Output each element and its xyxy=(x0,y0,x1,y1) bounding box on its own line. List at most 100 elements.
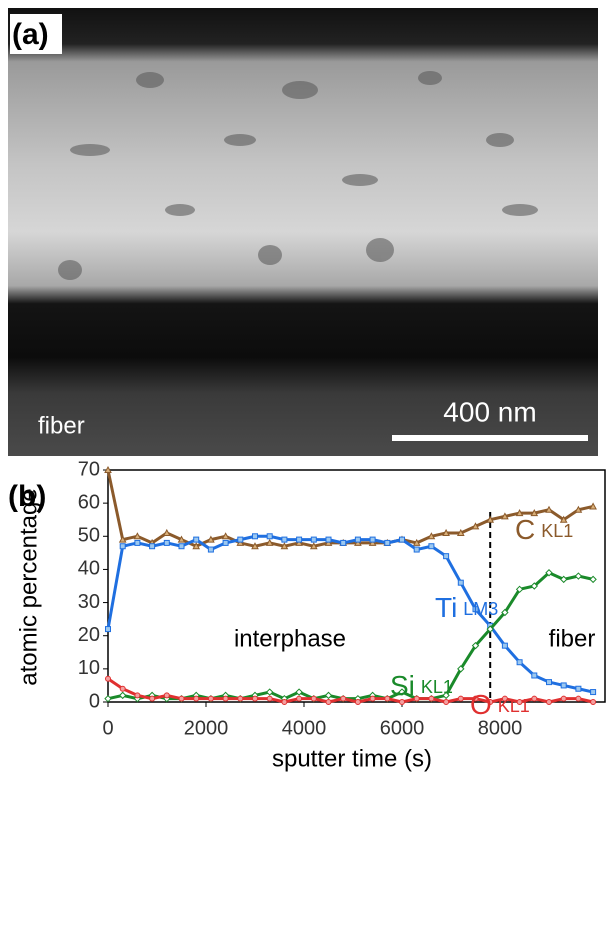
marker xyxy=(412,538,421,546)
marker xyxy=(457,665,465,673)
marker xyxy=(105,626,111,633)
marker xyxy=(428,695,435,702)
marker xyxy=(442,528,450,536)
y-tick-label: 50 xyxy=(78,525,100,547)
y-tick-label: 10 xyxy=(78,657,100,679)
marker xyxy=(427,532,436,540)
marker xyxy=(399,536,405,543)
marker xyxy=(384,695,391,702)
marker xyxy=(501,642,508,649)
marker xyxy=(251,542,259,550)
marker xyxy=(134,539,141,546)
marker xyxy=(193,695,200,702)
x-tick-label: 6000 xyxy=(380,717,425,739)
marker xyxy=(177,535,186,543)
marker xyxy=(443,699,450,705)
series-subscript: LM3 xyxy=(463,599,498,619)
marker xyxy=(265,688,274,696)
x-tick-label: 4000 xyxy=(282,717,327,739)
marker xyxy=(560,682,567,689)
series-line xyxy=(107,677,594,704)
series-label: O KL1 xyxy=(470,689,530,720)
series-name: C xyxy=(515,514,535,545)
series-name: O xyxy=(470,689,492,720)
marker xyxy=(545,569,553,577)
marker xyxy=(340,695,347,702)
series-label: C KL1 xyxy=(515,514,573,545)
y-tick-label: 70 xyxy=(78,458,100,480)
marker xyxy=(178,695,185,702)
series-label: Ti LM3 xyxy=(435,592,498,623)
y-tick-label: 30 xyxy=(78,591,100,613)
marker xyxy=(531,672,538,679)
region-label: fiber xyxy=(38,412,85,439)
series-line xyxy=(106,534,594,694)
marker xyxy=(472,606,479,613)
marker xyxy=(369,536,376,543)
marker xyxy=(163,539,170,546)
marker xyxy=(162,528,171,536)
marker xyxy=(368,538,377,546)
marker xyxy=(324,538,333,546)
marker xyxy=(324,691,333,700)
marker xyxy=(119,543,126,550)
marker xyxy=(222,539,229,546)
marker xyxy=(207,546,214,553)
marker xyxy=(133,532,142,540)
marker xyxy=(369,695,376,702)
marker xyxy=(221,532,230,540)
marker xyxy=(119,685,126,692)
series-name: Si xyxy=(390,670,415,701)
panel-label: (a) xyxy=(12,18,49,51)
marker xyxy=(192,542,201,550)
marker xyxy=(193,536,200,543)
marker xyxy=(545,505,553,513)
marker xyxy=(325,536,332,543)
marker xyxy=(399,699,405,705)
marker xyxy=(471,522,480,530)
marker xyxy=(574,572,583,580)
marker xyxy=(546,679,552,686)
marker xyxy=(442,691,450,700)
marker xyxy=(296,536,303,543)
y-tick-label: 40 xyxy=(78,558,100,580)
marker xyxy=(589,575,597,584)
marker xyxy=(252,533,258,540)
marker xyxy=(105,675,111,682)
series-subscript: KL1 xyxy=(498,696,530,716)
marker xyxy=(560,695,567,702)
marker xyxy=(546,699,552,705)
marker xyxy=(354,538,362,546)
series-subscript: KL1 xyxy=(541,521,573,541)
annotation: fiber xyxy=(549,625,596,652)
marker xyxy=(501,608,509,617)
marker xyxy=(207,535,215,543)
series-name: Ti xyxy=(435,592,457,623)
marker xyxy=(575,685,582,692)
marker xyxy=(471,641,480,650)
marker xyxy=(457,695,464,702)
marker xyxy=(354,699,361,705)
marker xyxy=(118,691,127,700)
marker xyxy=(590,699,597,705)
marker xyxy=(236,538,245,546)
marker xyxy=(104,465,112,473)
marker xyxy=(516,659,523,666)
marker xyxy=(310,536,317,543)
marker xyxy=(325,699,332,705)
marker xyxy=(456,528,465,536)
marker xyxy=(559,515,568,523)
marker xyxy=(237,695,244,702)
marker xyxy=(149,543,156,550)
marker xyxy=(575,695,582,702)
marker xyxy=(207,695,214,702)
marker xyxy=(589,502,597,510)
marker xyxy=(340,539,347,546)
marker xyxy=(413,546,420,553)
marker xyxy=(163,692,170,699)
marker xyxy=(281,536,288,543)
x-tick-label: 2000 xyxy=(184,717,229,739)
marker xyxy=(531,695,538,702)
annotation: interphase xyxy=(234,625,346,652)
